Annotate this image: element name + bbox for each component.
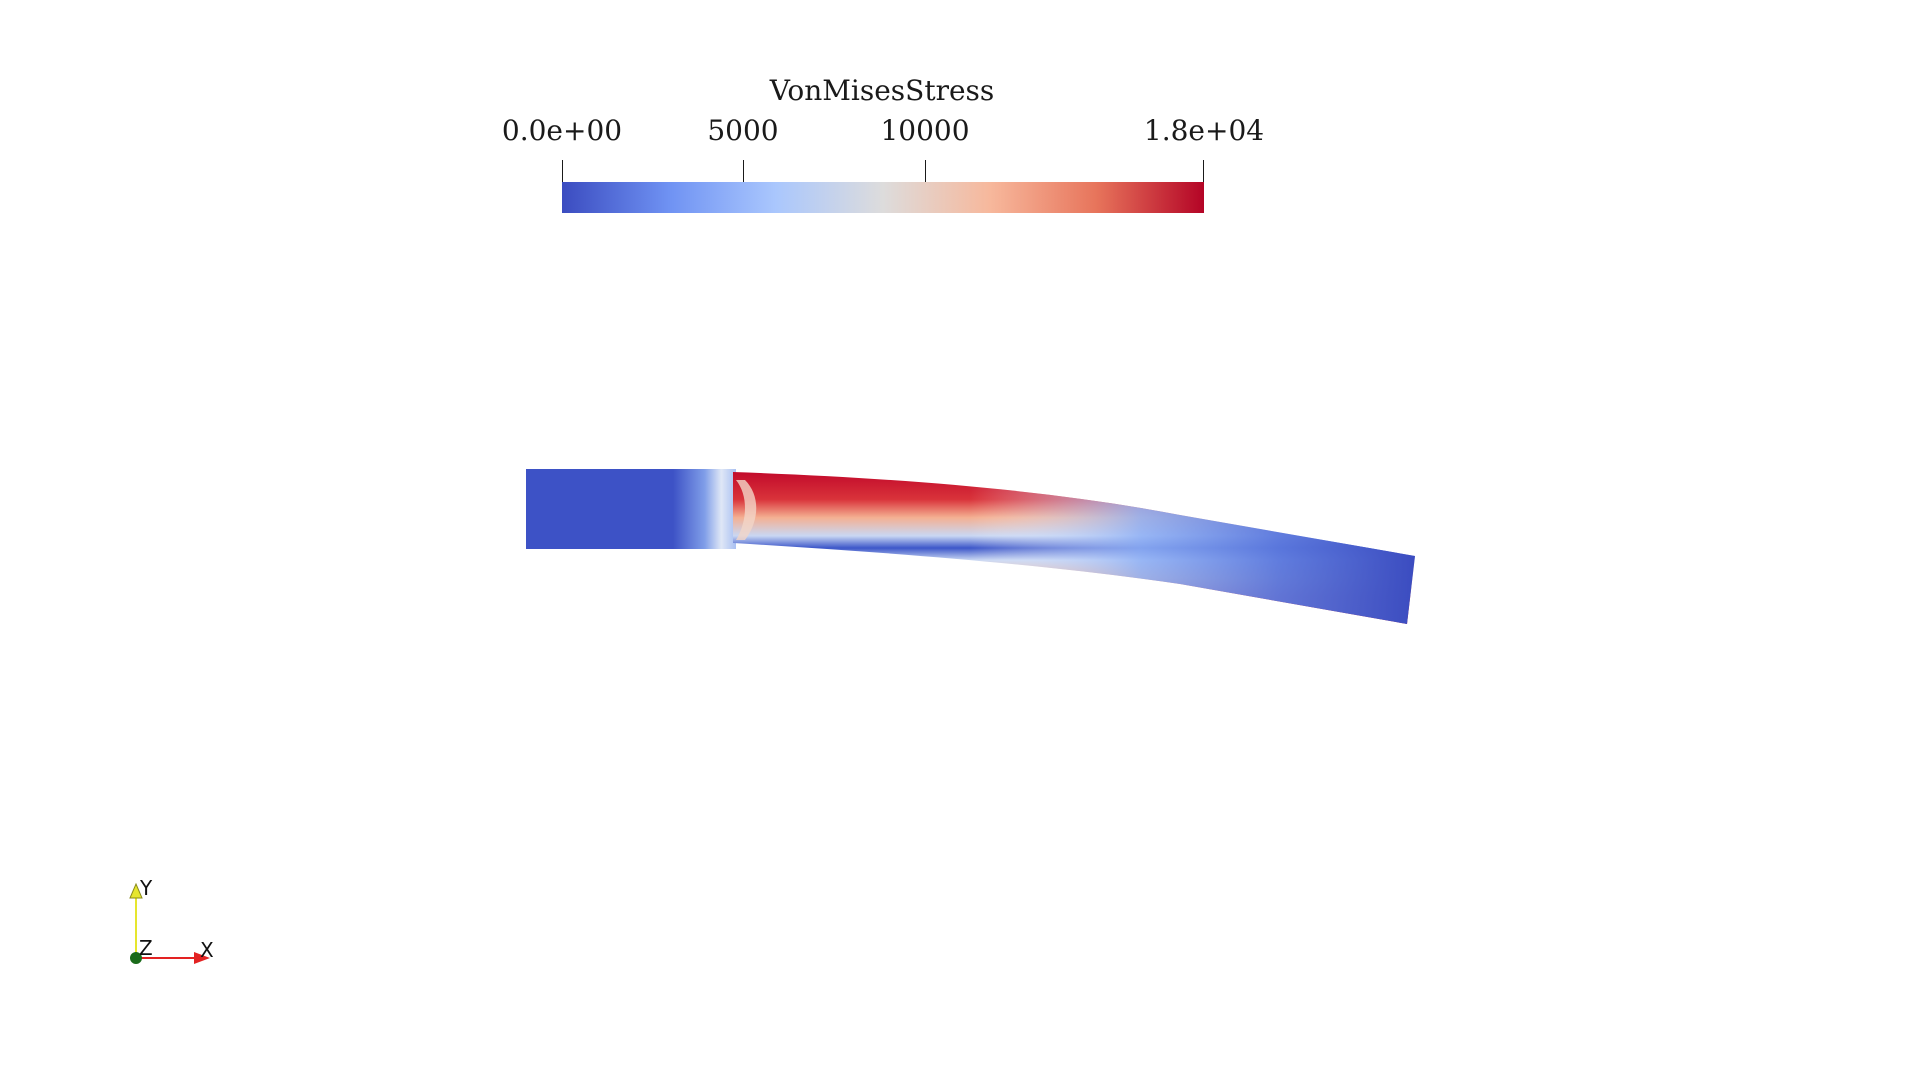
- y-axis-label: Y: [140, 876, 153, 900]
- x-axis-arrow-icon: [194, 952, 210, 964]
- scalar-bar-colorbar[interactable]: [562, 182, 1204, 213]
- support-block: [526, 469, 736, 549]
- scalar-bar-title: VonMisesStress: [769, 74, 995, 107]
- tick-label-max: 1.8e+04: [1143, 114, 1265, 147]
- y-axis-arrow-icon: [129, 882, 143, 899]
- tick-label-10000: 10000: [880, 114, 970, 147]
- z-axis-label: Z: [139, 936, 153, 960]
- tick-label-5000: 5000: [707, 114, 779, 147]
- tick-mark-5000: [743, 160, 744, 186]
- tick-mark-min: [562, 160, 563, 186]
- tick-mark-max: [1203, 160, 1204, 186]
- beam-stress-fade: [733, 472, 1415, 624]
- z-axis-dot-icon: [130, 952, 142, 964]
- orientation-axes: [129, 882, 210, 964]
- tick-label-min: 0.0e+00: [501, 114, 623, 147]
- tick-mark-10000: [925, 160, 926, 186]
- x-axis-label: X: [200, 938, 214, 962]
- beam-root-transition: [736, 480, 757, 540]
